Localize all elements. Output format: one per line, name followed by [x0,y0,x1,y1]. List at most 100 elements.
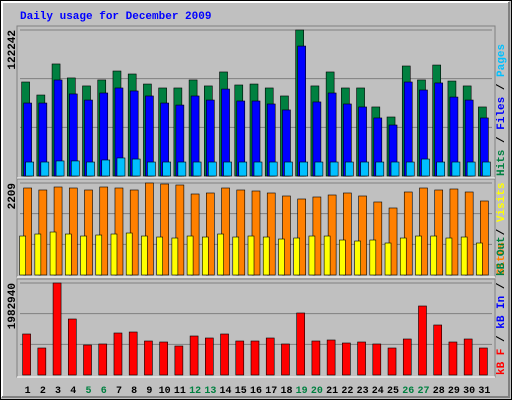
bar [343,192,352,276]
bar [80,235,87,276]
bar [22,333,31,376]
bar [482,161,491,177]
bar [369,239,377,276]
bar [206,192,215,276]
bar [247,235,255,276]
bar [388,207,398,276]
bar [19,235,26,276]
bar [430,235,438,276]
bar [156,236,163,276]
bar [479,347,488,376]
bar [387,347,397,376]
bar [466,161,476,177]
bar [202,236,209,276]
bar [217,233,224,276]
x-tick-label: 27 [417,386,429,397]
bar [293,237,300,276]
bar [460,236,468,276]
bar [131,158,141,177]
x-tick-label: 29 [448,386,460,397]
bar [208,161,217,177]
y-tick-label: 122242 [7,30,19,70]
bar [83,344,92,376]
bar [128,331,138,376]
bar [262,236,270,276]
bar [299,161,308,177]
legend-entry: Files [496,97,508,130]
bar [238,161,248,177]
legend-separator: / [496,276,508,296]
x-tick-label: 15 [235,386,247,397]
bar [98,343,108,376]
bar [68,187,78,276]
bar [296,312,305,376]
x-tick-label: 26 [402,386,414,397]
legend: Sites / Visits [496,183,508,275]
bar [160,183,169,276]
bar [463,338,473,376]
bar [266,192,276,276]
bar [113,332,123,376]
legend-entry: kB In [496,296,508,329]
bar [236,189,246,276]
legend: kB F / kB In / kB Out [496,236,508,375]
x-tick-label: 24 [372,386,384,397]
legend-separator: / [496,329,508,349]
bar [451,161,461,177]
bar [251,190,261,276]
bar [141,235,148,276]
y-tick-label: 2209 [7,183,19,209]
bar [480,200,489,276]
x-tick-label: 16 [250,386,262,397]
bar [49,231,57,276]
x-tick-label: 28 [433,386,445,397]
bar [192,161,202,177]
x-tick-label: 12 [189,386,201,397]
legend-separator: / [496,77,508,97]
bar [421,158,430,177]
bar [55,160,65,177]
bar [144,340,153,376]
bar [221,187,230,276]
bar [311,340,321,376]
bar [223,161,232,177]
bar [327,194,337,276]
bar [265,337,275,376]
bar [174,345,184,376]
bar [67,318,77,376]
x-tick-label: 22 [341,386,353,397]
x-tick-label: 9 [146,386,152,397]
legend-entry: Pages [496,44,508,77]
legend-entry: Visits [496,183,508,223]
bar [232,236,240,276]
bar [448,341,458,376]
bar [99,186,109,276]
bar [342,342,351,376]
bar [268,161,278,177]
bar [375,161,385,177]
bar [23,187,32,276]
bar [147,161,156,177]
bar [329,161,339,177]
bar [372,343,382,376]
bar [357,341,366,376]
bar [34,233,42,276]
bar [25,161,34,177]
bar [177,161,187,177]
x-tick-label: 1 [25,386,31,397]
bar [297,198,306,276]
bar [189,335,199,376]
x-tick-label: 11 [174,386,186,397]
bar [464,191,474,276]
bar [250,340,260,376]
bar [40,161,50,177]
legend-entry: Hits [496,150,508,176]
bar [70,160,80,177]
bar [282,195,291,276]
x-tick-label: 21 [326,386,338,397]
bar [125,232,133,276]
legend-entry: kB Out [496,236,508,276]
